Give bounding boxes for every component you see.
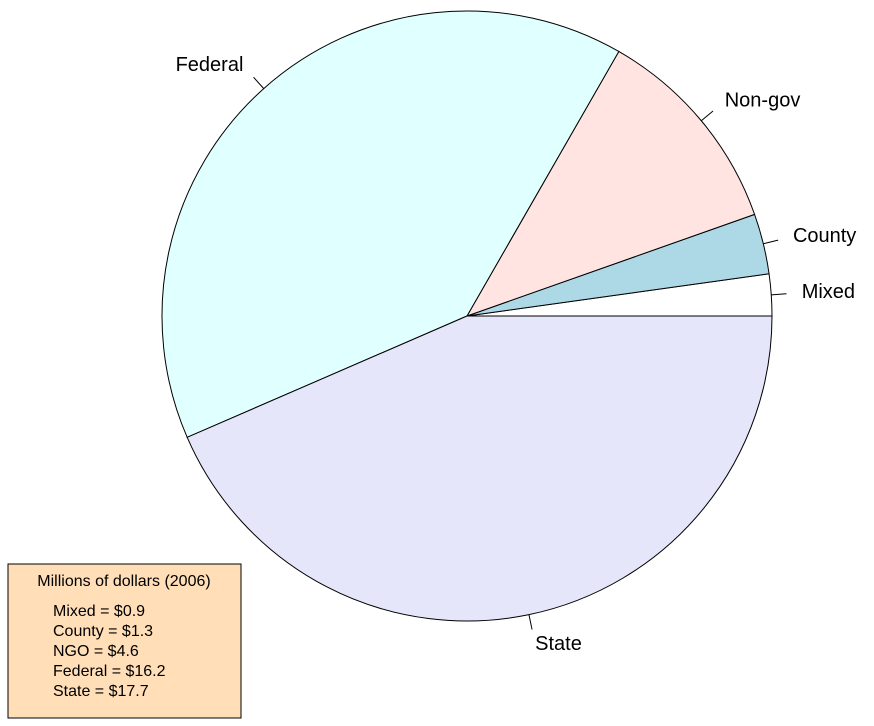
legend-entry: State = $17.7: [53, 683, 149, 700]
label-tick: [700, 110, 714, 122]
legend-entry: Mixed = $0.9: [53, 603, 145, 620]
legend-entry: County = $1.3: [53, 623, 153, 640]
legend-box: [7, 563, 242, 719]
legend-entry: Federal = $16.2: [53, 663, 166, 680]
label-tick: [528, 614, 533, 630]
legend-entry: NGO = $4.6: [53, 643, 139, 660]
slice-label: State: [535, 633, 582, 655]
pie-slice: [465, 50, 756, 317]
slice-label: Non-gov: [725, 90, 801, 112]
legend-title: Millions of dollars (2006): [37, 573, 210, 590]
pie-slice: [161, 10, 620, 438]
slice-label: County: [793, 225, 856, 247]
label-tick: [763, 239, 779, 245]
label-tick: [253, 76, 265, 89]
slice-label: Federal: [176, 54, 244, 76]
label-tick: [771, 293, 787, 296]
slice-label: Mixed: [802, 281, 855, 303]
